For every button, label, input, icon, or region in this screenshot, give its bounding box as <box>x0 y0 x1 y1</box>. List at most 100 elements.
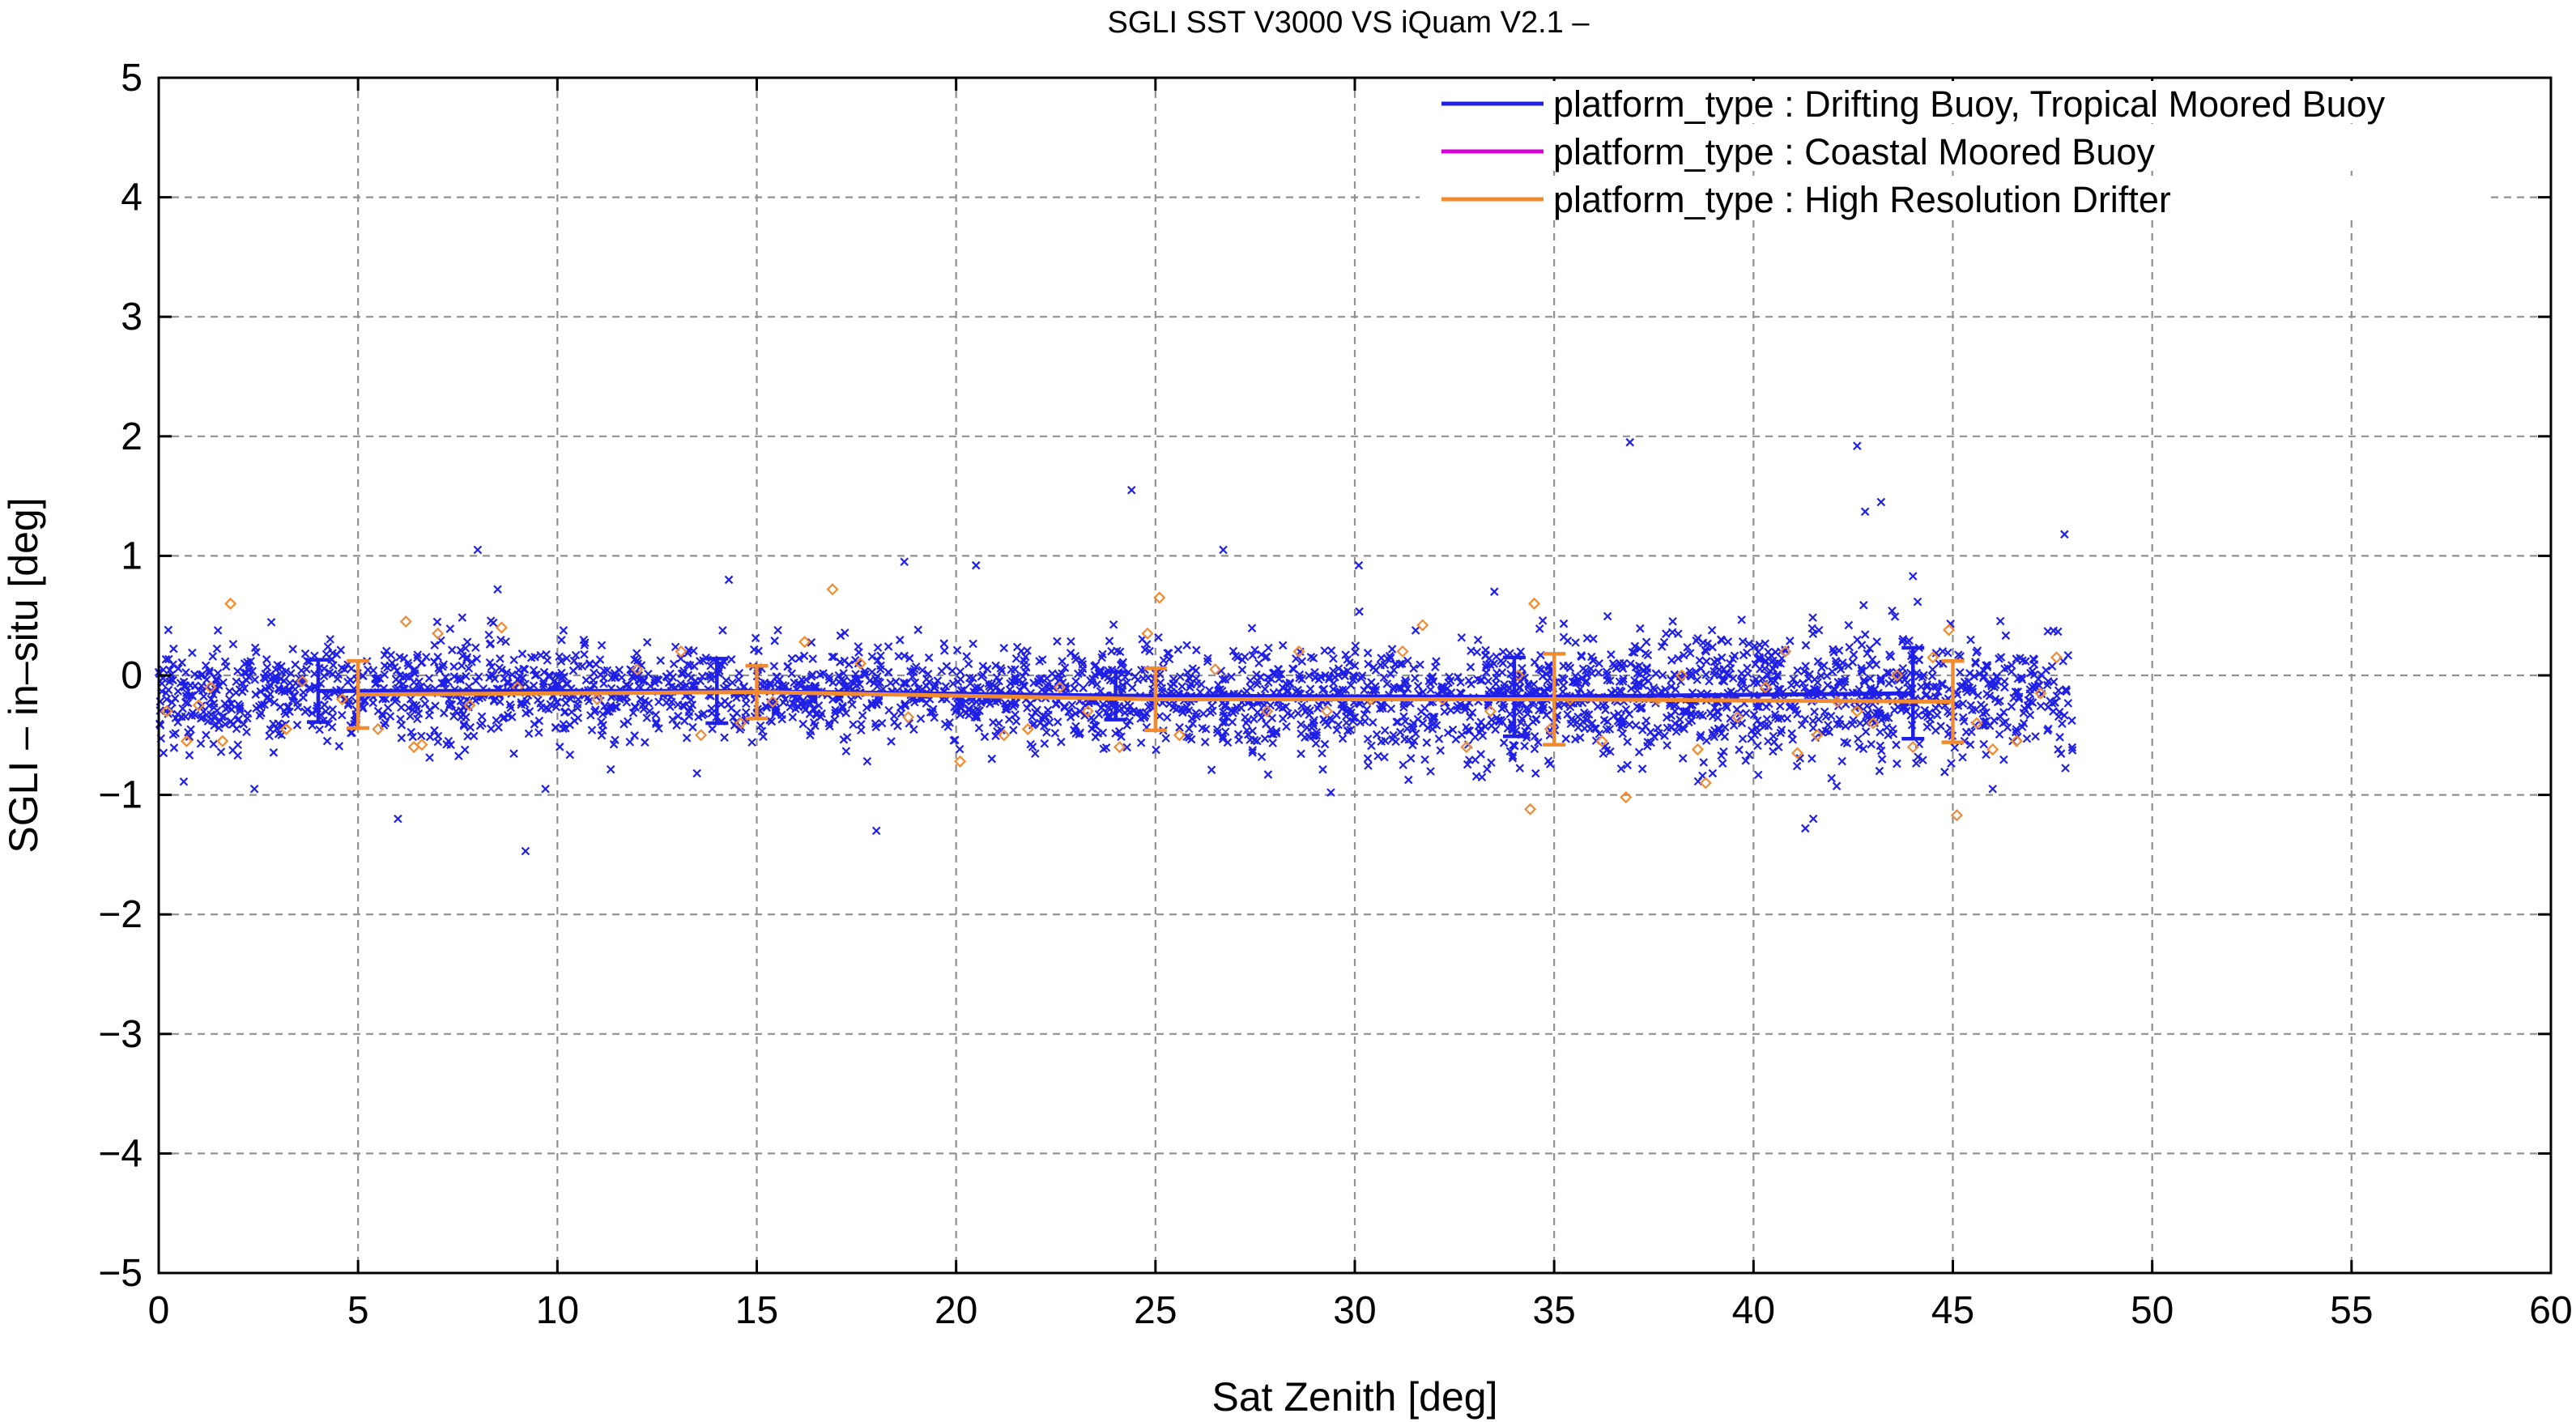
scatter-point <box>2054 745 2063 754</box>
scatter-point <box>1641 637 1651 647</box>
scatter-point <box>300 649 310 658</box>
scatter-point <box>1088 724 1096 734</box>
scatter-point <box>485 658 495 667</box>
scatter-point <box>939 639 949 648</box>
scatter-point <box>1248 748 1257 757</box>
scatter-point <box>1927 671 1937 681</box>
scatter-point <box>1791 705 1800 715</box>
scatter-point <box>1476 750 1485 759</box>
scatter-point <box>1988 784 1998 794</box>
scatter-point <box>1827 773 1836 783</box>
scatter-point <box>445 702 453 711</box>
scatter-point <box>1263 673 1273 683</box>
scatter-point <box>1371 685 1381 695</box>
scatter-point <box>190 681 200 691</box>
scatter-point <box>1611 686 1620 696</box>
scatter-point <box>209 699 219 708</box>
scatter-point <box>641 738 649 747</box>
scatter-point <box>1646 738 1655 747</box>
scatter-point <box>1617 662 1627 671</box>
scatter-point <box>1387 645 1397 654</box>
scatter-point <box>224 597 237 610</box>
scatter-point <box>1360 685 1369 695</box>
scatter-point <box>624 717 632 726</box>
scatter-point <box>1410 736 1419 746</box>
scatter-point <box>630 731 639 740</box>
scatter-point <box>250 675 260 684</box>
scatter-point <box>1275 670 1284 679</box>
scatter-point <box>990 697 1000 707</box>
scatter-point <box>478 719 487 728</box>
scatter-point <box>1578 717 1588 726</box>
scatter-point <box>1956 668 1965 677</box>
scatter-point <box>1495 717 1504 726</box>
scatter-point <box>1382 679 1392 688</box>
scatter-point <box>1245 676 1255 685</box>
scatter-point <box>747 738 756 747</box>
scatter-point <box>1982 689 1991 699</box>
scatter-point <box>1718 759 1727 768</box>
scatter-point <box>1995 730 2004 739</box>
scatter-point <box>1400 734 1409 744</box>
mean-layer <box>306 645 1965 747</box>
scatter-point <box>893 722 902 730</box>
scatter-point <box>1799 679 1807 688</box>
scatter-point <box>1457 633 1467 642</box>
scatter-point <box>1863 701 1871 710</box>
scatter-point <box>1931 692 1940 701</box>
scatter-point <box>1671 727 1681 736</box>
scatter-point <box>462 637 472 647</box>
scatter-point <box>675 645 688 658</box>
scatter-point <box>1173 645 1183 654</box>
scatter-point <box>220 720 230 729</box>
scatter-point <box>1252 670 1261 679</box>
scatter-point <box>1530 658 1539 667</box>
scatter-point <box>1237 703 1245 713</box>
scatter-point <box>964 710 973 720</box>
scatter-point <box>956 667 965 676</box>
scatter-point <box>1992 671 2002 681</box>
scatter-point <box>1979 703 1989 712</box>
scatter-point <box>279 722 293 735</box>
scatter-point <box>1264 643 1273 653</box>
scatter-point <box>1111 729 1120 738</box>
scatter-point <box>1248 650 1258 660</box>
scatter-point <box>1354 560 1364 570</box>
scatter-point <box>383 663 392 672</box>
scatter-point <box>850 675 860 683</box>
scatter-point <box>1789 675 1798 683</box>
scatter-point <box>1620 790 1633 804</box>
scatter-point <box>368 666 378 675</box>
scatter-point <box>1817 728 1827 737</box>
scatter-point <box>1473 635 1483 645</box>
scatter-point <box>1369 717 1377 727</box>
scatter-point <box>967 696 977 706</box>
scatter-point <box>262 662 272 672</box>
scatter-point <box>977 698 986 708</box>
scatter-point <box>1313 704 1322 713</box>
scatter-point <box>794 654 804 663</box>
scatter-point <box>828 652 837 662</box>
scatter-point <box>1938 647 1948 656</box>
scatter-point <box>473 545 483 555</box>
scatter-point <box>375 674 385 683</box>
scatter-point <box>1293 685 1303 695</box>
scatter-point <box>1440 707 1450 717</box>
scatter-point <box>662 672 671 681</box>
scatter-point <box>1360 709 1369 719</box>
scatter-point <box>695 729 708 742</box>
scatter-point <box>1385 651 1394 661</box>
scatter-point <box>865 676 875 685</box>
scatter-point <box>315 725 324 734</box>
scatter-point <box>2030 681 2039 691</box>
scatter-point <box>1687 710 1696 720</box>
scatter-point <box>1871 660 1881 669</box>
scatter-point <box>1481 662 1491 672</box>
scatter-point <box>909 725 918 734</box>
scatter-point <box>216 747 226 756</box>
scatter-point <box>1409 664 1418 673</box>
scatter-point <box>766 695 779 709</box>
scatter-point <box>830 715 839 724</box>
scatter-point <box>216 734 229 747</box>
scatter-point <box>266 670 275 679</box>
